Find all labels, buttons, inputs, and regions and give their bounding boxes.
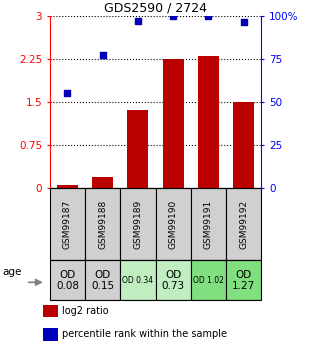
Bar	[233, 102, 254, 188]
Bar	[50, 188, 85, 260]
Bar	[156, 260, 191, 300]
Title: GDS2590 / 2724: GDS2590 / 2724	[104, 1, 207, 14]
Text: GSM99187: GSM99187	[63, 200, 72, 249]
Bar	[226, 260, 261, 300]
Bar	[50, 260, 85, 300]
Bar	[156, 188, 191, 260]
Point	[100, 52, 105, 58]
Bar	[191, 260, 226, 300]
Bar	[85, 260, 120, 300]
Point	[65, 90, 70, 96]
Bar	[43, 328, 58, 341]
Text: OD 0.34: OD 0.34	[122, 276, 153, 285]
Text: GSM99189: GSM99189	[133, 200, 142, 249]
Text: OD
0.15: OD 0.15	[91, 269, 114, 291]
Bar	[43, 305, 58, 317]
Text: GSM99191: GSM99191	[204, 200, 213, 249]
Text: OD
0.08: OD 0.08	[56, 269, 79, 291]
Bar	[57, 185, 78, 188]
Bar	[163, 59, 184, 188]
Text: OD
0.73: OD 0.73	[161, 269, 185, 291]
Bar	[191, 188, 226, 260]
Text: OD
1.27: OD 1.27	[232, 269, 255, 291]
Text: GSM99188: GSM99188	[98, 200, 107, 249]
Bar	[120, 188, 156, 260]
Bar	[92, 177, 113, 188]
Bar	[127, 110, 148, 188]
Text: percentile rank within the sample: percentile rank within the sample	[62, 329, 227, 339]
Bar	[226, 188, 261, 260]
Text: age: age	[2, 267, 22, 277]
Bar	[198, 56, 219, 188]
Point	[171, 13, 176, 18]
Text: GSM99190: GSM99190	[169, 200, 178, 249]
Point	[135, 18, 140, 23]
Bar	[120, 260, 156, 300]
Point	[206, 13, 211, 18]
Text: OD 1.02: OD 1.02	[193, 276, 224, 285]
Bar	[85, 188, 120, 260]
Text: GSM99192: GSM99192	[239, 200, 248, 249]
Text: log2 ratio: log2 ratio	[62, 306, 109, 316]
Point	[241, 20, 246, 25]
